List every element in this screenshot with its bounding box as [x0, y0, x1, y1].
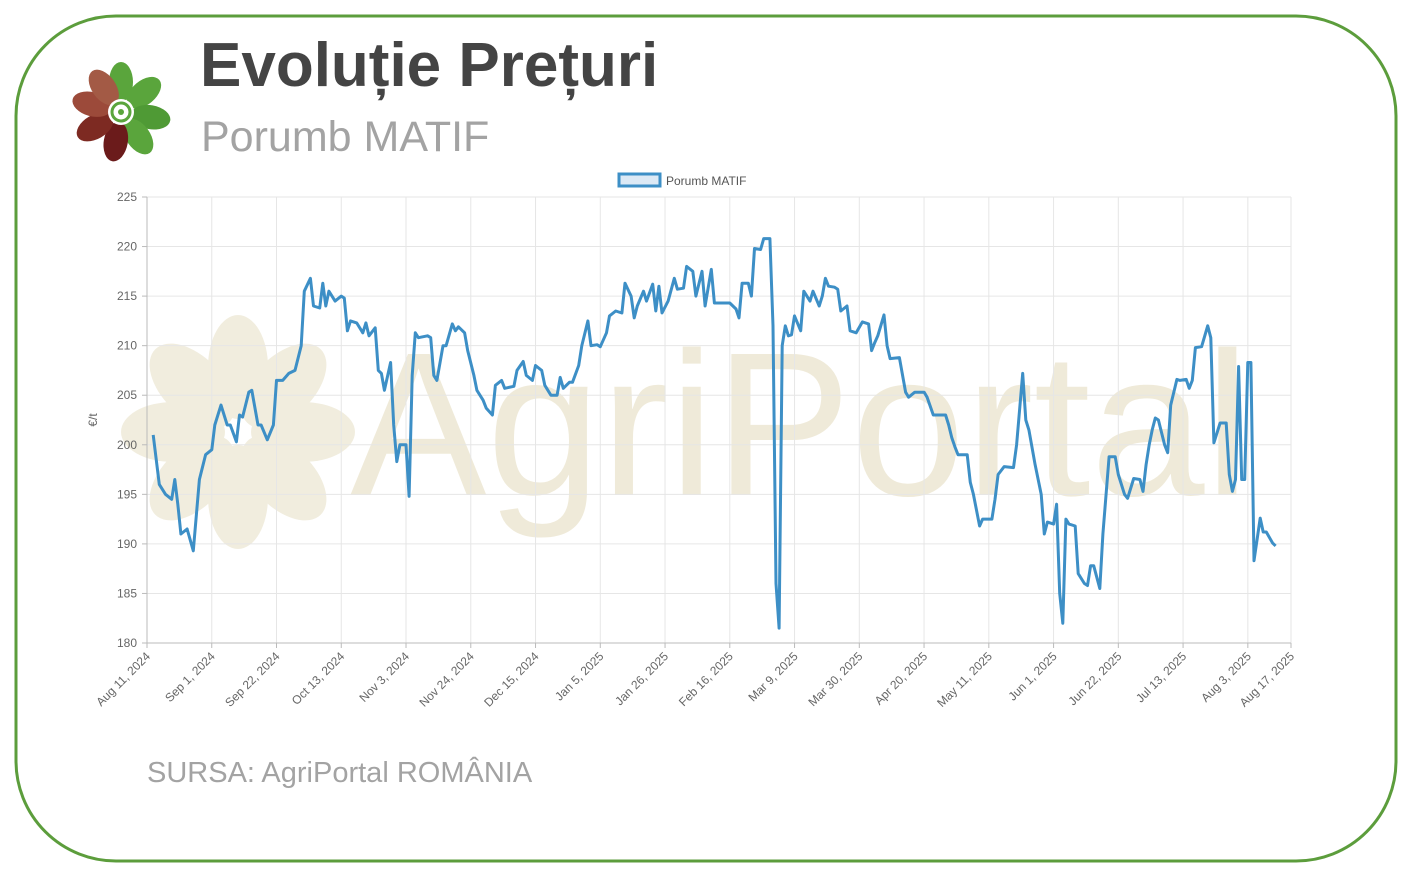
y-tick-label: 190 [117, 537, 137, 551]
y-tick-label: 180 [117, 636, 137, 650]
y-tick-label: 220 [117, 240, 137, 254]
subtitle: Porumb MATIF [201, 113, 489, 161]
card [14, 14, 1398, 863]
legend-label: Porumb MATIF [666, 174, 746, 188]
y-tick-label: 200 [117, 438, 137, 452]
y-tick-label: 205 [117, 388, 137, 402]
y-tick-label: 185 [117, 586, 137, 600]
legend-swatch [617, 172, 662, 188]
title: Evoluție Prețuri [200, 31, 658, 100]
y-tick-label: 195 [117, 487, 137, 501]
price-line [151, 237, 1277, 630]
y-tick-label: 225 [117, 190, 137, 204]
y-tick-label: 215 [117, 289, 137, 303]
y-axis-label: €/t [86, 413, 100, 427]
watermark-text: AgriPortal [350, 310, 1250, 539]
y-tick-label: 210 [117, 339, 137, 353]
logo [72, 62, 171, 162]
source: SURSA: AgriPortal ROMÂNIA [147, 756, 533, 789]
